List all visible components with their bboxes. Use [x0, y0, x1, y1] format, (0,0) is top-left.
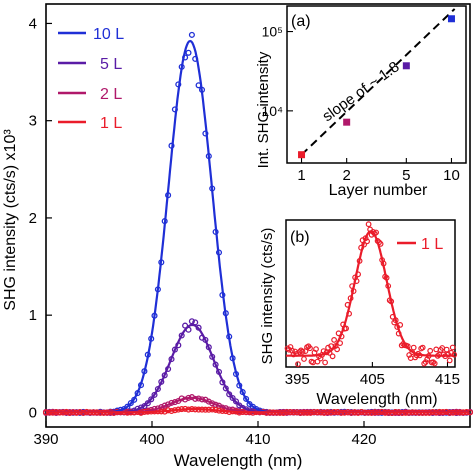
inset-b-data-point — [365, 221, 372, 228]
inset-b-data-point — [419, 344, 426, 351]
main-data-point-5l — [229, 394, 236, 402]
main-y-tick-label: 4 — [29, 15, 37, 32]
inset-b-frame — [285, 219, 456, 368]
inset-b-data-point — [331, 337, 338, 343]
inset-b-data-point — [313, 346, 319, 353]
main-x-tick-label: 420 — [351, 431, 376, 448]
main-x-tick-label: 390 — [33, 431, 58, 448]
main-legend: 10 L 5 L 2 L 1 L — [58, 26, 124, 132]
inset-b-x-tick-label: 395 — [285, 371, 310, 388]
inset-b-x-tick-label: 415 — [435, 371, 460, 388]
inset-a-frame — [286, 5, 467, 164]
inset-b-data-point — [422, 359, 429, 366]
inset-a-data-point — [447, 15, 455, 23]
main-data-point-10l — [185, 49, 192, 56]
legend-label-1l: 1 L — [100, 115, 122, 132]
inset-b-data-point — [322, 359, 329, 366]
inset-a-data-point — [298, 151, 306, 159]
main-y-axis-label: SHG intensity (cts/s) x10³ — [2, 129, 19, 311]
main-x-axis-label: Wavelength (nm) — [174, 451, 303, 470]
inset-b-legend-label: 1 L — [421, 236, 443, 253]
inset-b-data-point — [325, 344, 332, 351]
inset-a-x-tick-label: 1 — [297, 167, 305, 184]
inset-b-data-point — [334, 346, 341, 353]
inset-b-data-point — [449, 344, 456, 351]
inset-a-y-tick-label: 10⁴ — [261, 103, 283, 119]
main-data-point-5l — [232, 398, 240, 405]
inset-a-x-tick-label: 5 — [402, 167, 410, 184]
inset-b-data-point — [443, 346, 450, 353]
legend-label-2l: 2 L — [100, 86, 122, 103]
inset-b-y-axis-label: SHG intensity (cts/s) — [259, 228, 276, 365]
inset-a-y-tick-label: 10⁵ — [262, 24, 283, 40]
main-x-tick-label: 410 — [245, 431, 270, 448]
inset-b-panel-label: (b) — [290, 229, 310, 246]
inset-a-panel-label: (a) — [291, 13, 311, 30]
inset-a-x-tick-label: 2 — [342, 167, 350, 184]
main-data-point-10l — [127, 400, 134, 407]
inset-b-data-point — [329, 353, 336, 360]
main-data-point-10l — [188, 31, 195, 38]
inset-b-fit-line — [286, 230, 455, 357]
inset-b-data-point — [296, 349, 303, 355]
main-data-point-5l — [154, 385, 161, 393]
inset-a-data-point — [343, 118, 351, 126]
inset-b-x-axis-label: Wavelength (nm) — [316, 391, 437, 408]
main-data-point-5l — [151, 391, 158, 398]
inset-a-x-tick-label: 10 — [443, 167, 460, 184]
main-y-tick-label: 3 — [29, 113, 37, 130]
inset-a-y-axis-label: Int. SHG intensity — [255, 51, 272, 168]
main-y-tick-label: 1 — [29, 307, 37, 324]
inset-b-x-tick-label: 405 — [360, 371, 385, 388]
inset-b-data-point — [295, 361, 301, 368]
inset-b-data-point — [299, 348, 306, 355]
inset-b-data-point — [314, 358, 321, 365]
inset-b-data-point — [410, 344, 417, 351]
main-data-point-10l — [243, 395, 250, 402]
inset-a-fit-line — [300, 8, 456, 156]
inset-b-data-point — [307, 345, 313, 352]
inset-a-data-point — [402, 62, 410, 70]
inset-b-data-point — [431, 360, 438, 367]
main-y-tick-label: 2 — [29, 210, 37, 227]
main-fit-line-1l — [46, 407, 469, 414]
inset-b-data-point — [427, 347, 434, 354]
main-data-point-5l — [144, 400, 151, 407]
legend-label-10l: 10 L — [93, 26, 124, 43]
legend-label-5l: 5 L — [100, 56, 122, 73]
main-y-tick-label: 0 — [29, 404, 37, 421]
inset-b-data-point — [421, 360, 428, 367]
inset-b-data-point — [446, 357, 453, 364]
main-data-point-5l — [188, 318, 195, 325]
inset-a-x-axis-label: Layer number — [329, 182, 428, 199]
main-x-tick-label: 400 — [139, 431, 164, 448]
main-data-point-5l — [148, 396, 155, 403]
